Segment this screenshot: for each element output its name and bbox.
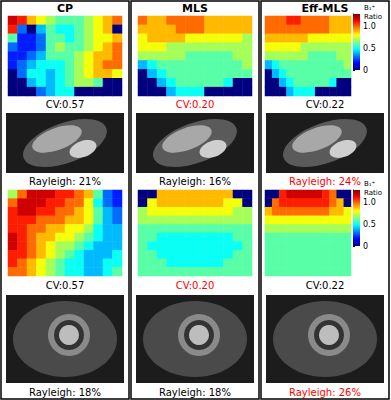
svg-text:Ratio: Ratio — [364, 189, 382, 197]
svg-text:B₁⁺: B₁⁺ — [364, 4, 378, 12]
svg-text:1.0: 1.0 — [363, 198, 376, 207]
svg-text:CV:0.57: CV:0.57 — [46, 280, 85, 291]
svg-text:0: 0 — [363, 66, 368, 75]
svg-text:CP: CP — [57, 2, 73, 15]
svg-text:Rayleigh: 26%: Rayleigh: 26% — [289, 387, 361, 398]
svg-text:CV:0.57: CV:0.57 — [46, 99, 85, 110]
svg-text:0.5: 0.5 — [363, 220, 376, 229]
svg-text:1.0: 1.0 — [363, 22, 376, 31]
svg-text:B₁⁺: B₁⁺ — [364, 180, 378, 188]
svg-text:0: 0 — [363, 242, 368, 251]
svg-text:Eff-MLS: Eff-MLS — [302, 2, 349, 15]
svg-text:Ratio: Ratio — [364, 13, 382, 21]
svg-text:Rayleigh: 18%: Rayleigh: 18% — [159, 387, 231, 398]
svg-text:CV:0.20: CV:0.20 — [176, 280, 215, 291]
svg-text:Rayleigh: 16%: Rayleigh: 16% — [159, 176, 231, 187]
svg-text:Rayleigh: 24%: Rayleigh: 24% — [289, 176, 361, 187]
svg-text:CV:0.22: CV:0.22 — [306, 280, 345, 291]
svg-text:Rayleigh: 18%: Rayleigh: 18% — [29, 387, 101, 398]
svg-text:MLS: MLS — [182, 2, 208, 15]
svg-text:Rayleigh: 21%: Rayleigh: 21% — [29, 176, 101, 187]
svg-text:CV:0.20: CV:0.20 — [176, 99, 215, 110]
svg-text:CV:0.22: CV:0.22 — [306, 99, 345, 110]
svg-text:0.5: 0.5 — [363, 44, 376, 53]
